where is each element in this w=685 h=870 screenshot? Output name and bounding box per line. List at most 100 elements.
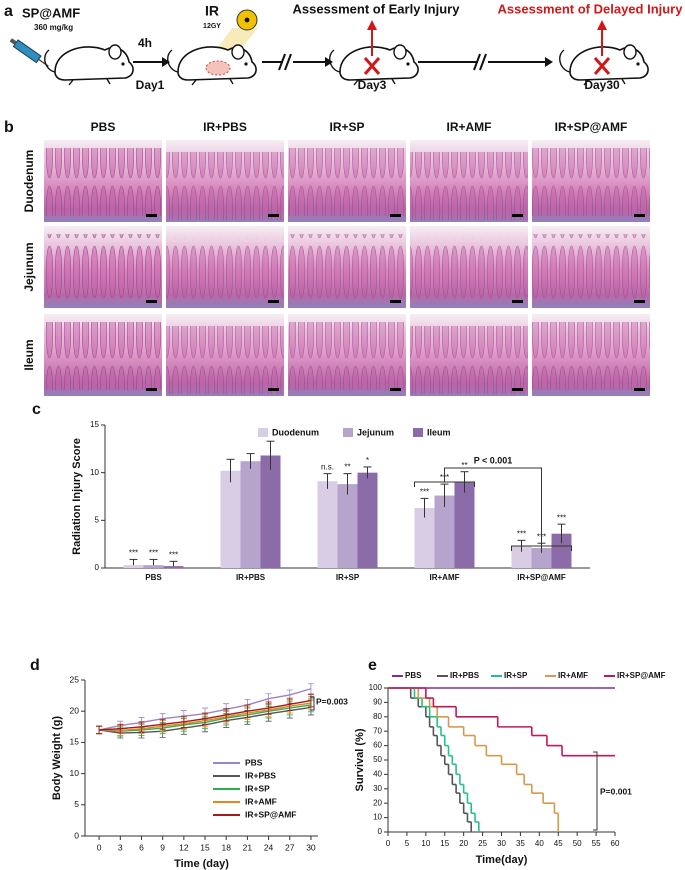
break [473, 53, 487, 71]
villi-texture [532, 148, 650, 216]
x-tick-label: 15 [440, 839, 449, 848]
legend-label: IR+PBS [245, 770, 276, 780]
bar [260, 455, 281, 568]
x-tick-label: 5 [405, 839, 410, 848]
legend-swatch [343, 428, 353, 437]
error-bar [117, 723, 124, 734]
scale-bar [634, 300, 645, 303]
schematic: a SP@AMF 360 mg/kg 4h Day1 IR 12GY Asses… [4, 1, 683, 92]
legend-swatch [413, 428, 423, 437]
villi-texture [166, 326, 284, 394]
x-tick-label: 27 [285, 842, 295, 852]
x-axis-label: Time (day) [174, 858, 229, 870]
significance-label: n.s. [321, 463, 334, 472]
histology-grid: PBS IR+PBS IR+SP IR+AMF IR+SP@AMF Duodenum Jej… [22, 120, 650, 396]
scale-bar [390, 388, 401, 391]
bar [434, 495, 455, 568]
mouse [43, 44, 134, 86]
bar [511, 546, 532, 568]
legend-label: IR+SP@AMF [617, 671, 666, 680]
bar [317, 481, 338, 568]
significance-label: *** [557, 513, 566, 522]
villi-texture [410, 238, 528, 306]
scale-bar [634, 388, 645, 391]
y-tick-label: 20 [70, 705, 80, 715]
villi-texture [532, 322, 650, 390]
abdomen [205, 60, 231, 76]
interval-label: 4h [138, 36, 152, 50]
row-label: Jejunum [22, 242, 36, 291]
x-tick-label: 9 [160, 842, 165, 852]
row-label: Ileum [22, 339, 36, 370]
x-tick-label: 40 [535, 839, 544, 848]
bar [531, 547, 552, 568]
scale-bar [146, 300, 157, 303]
villi-texture [288, 148, 406, 216]
error-bar [265, 701, 272, 715]
x-tick-label: 30 [306, 842, 316, 852]
ir-dose-label: 12GY [203, 23, 221, 30]
x-tick-label: 55 [592, 839, 601, 848]
error-bar [138, 721, 145, 733]
bar [163, 566, 184, 568]
x-tick-label: 10 [421, 839, 430, 848]
bracket [593, 751, 598, 831]
p-value: P=0.001 [600, 786, 632, 796]
column-header: IR+PBS [203, 120, 247, 134]
x-tick-label: IR+SP@AMF [517, 573, 566, 582]
error-bar [202, 712, 209, 725]
villi-texture [532, 234, 650, 302]
legend-label: PBS [245, 757, 263, 767]
column-header: IR+SP@AMF [555, 120, 628, 134]
y-tick-label: 100 [369, 683, 383, 692]
column-header: PBS [91, 120, 116, 134]
significance-label: *** [517, 529, 526, 538]
y-tick-label: 10 [70, 768, 80, 778]
error-bar [180, 715, 187, 728]
y-tick-label: 25 [70, 674, 80, 684]
x-tick-label: 25 [478, 839, 487, 848]
significance-label: ** [461, 461, 467, 470]
bar [220, 470, 241, 568]
panel-label: e [368, 657, 377, 674]
legend-label: IR+SP [504, 671, 528, 680]
bar [123, 565, 144, 568]
arrow-head [545, 57, 553, 67]
villi-texture [44, 322, 162, 390]
x-tick-label: IR+PBS [236, 573, 266, 582]
villi-texture [288, 234, 406, 302]
day-label: Day1 [136, 78, 165, 92]
y-tick-label: 0 [378, 827, 383, 836]
arrow-head [325, 57, 333, 67]
error-bar [307, 693, 314, 708]
treatment-label: IR [205, 3, 219, 19]
y-axis-label: Survival (%) [354, 728, 366, 791]
villi-texture [288, 322, 406, 390]
villi-texture [410, 152, 528, 220]
significance-label: * [366, 456, 369, 465]
legend-label: IR+AMF [245, 796, 277, 806]
x-tick-label: 6 [139, 842, 144, 852]
x-tick-label: 18 [221, 842, 231, 852]
villi-texture [44, 148, 162, 216]
scale-bar [146, 388, 157, 391]
x-tick-label: 50 [573, 839, 582, 848]
villi-texture [166, 238, 284, 306]
villi-texture [410, 326, 528, 394]
drug-label: SP@AMF [22, 5, 80, 20]
error-bar [223, 708, 230, 722]
bar [454, 482, 475, 568]
bar [551, 533, 572, 568]
x-tick-label: 21 [243, 842, 253, 852]
legend-label: IR+AMF [558, 671, 588, 680]
day-label: Day30 [584, 78, 620, 92]
x-tick-label: 0 [97, 842, 102, 852]
villi-texture [166, 152, 284, 220]
y-tick-label: 5 [74, 799, 79, 809]
legend-label: IR+SP [245, 783, 270, 793]
day-label: Day3 [358, 78, 387, 92]
bracket [511, 545, 572, 551]
p-value: P=0.003 [316, 696, 348, 706]
